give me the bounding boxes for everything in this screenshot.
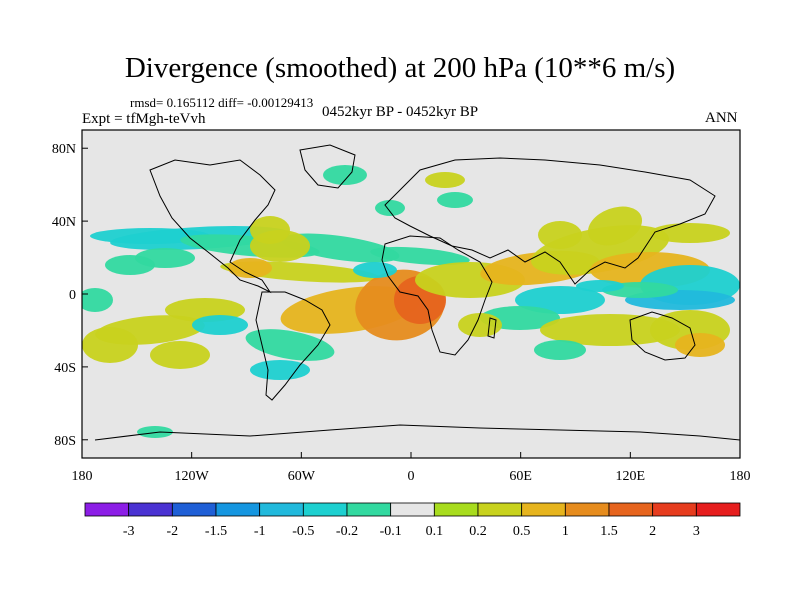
colorbar-swatch [128, 502, 173, 517]
colorbar-swatch [302, 502, 348, 517]
divergence-field [82, 165, 740, 438]
colorbar-swatch [84, 502, 130, 517]
colorbar-swatch [695, 502, 741, 517]
colorbar-label: -0.2 [336, 524, 358, 539]
experiment-label: Expt = tfMgh-teVvh [82, 111, 206, 127]
field-patch [137, 426, 173, 438]
field-patch [250, 216, 290, 244]
colorbar-swatch [521, 502, 566, 517]
colorbar-swatch [259, 502, 304, 517]
stats-text: rmsd= 0.165112 diff= -0.00129413 [130, 95, 314, 110]
colorbar-label: 2 [649, 524, 656, 539]
period-label: 0452kyr BP - 0452kyr BP [322, 104, 479, 120]
colorbar-label: 1.5 [600, 524, 618, 539]
field-patch [150, 341, 210, 369]
field-patch [370, 246, 470, 266]
x-tick-label: 60E [509, 469, 532, 484]
coastline [299, 144, 356, 189]
field-patch [353, 262, 397, 278]
colorbar-swatch [390, 502, 435, 517]
field-patch [323, 165, 367, 185]
coastline [255, 291, 331, 401]
field-patch [675, 333, 725, 357]
colorbar-label: 3 [693, 524, 700, 539]
y-tick-label: 40N [52, 215, 76, 230]
field-patch [250, 360, 310, 380]
colorbar-label: -0.5 [292, 524, 314, 539]
field-patch [650, 223, 730, 243]
coastline [487, 317, 497, 339]
field-patch [228, 258, 272, 278]
colorbar-label: -1 [254, 524, 266, 539]
colorbar-swatch [215, 502, 261, 517]
colorbar-swatch [652, 502, 697, 517]
x-tick-label: 0 [408, 469, 415, 484]
colorbar-label: -0.1 [380, 524, 402, 539]
chart-title: Divergence (smoothed) at 200 hPa (10**6 … [124, 52, 676, 84]
coastline [629, 311, 696, 361]
field-patch [534, 340, 586, 360]
colorbar-swatch [433, 502, 479, 517]
x-tick-label: 180 [730, 469, 751, 484]
y-tick-label: 80S [54, 434, 76, 449]
colorbar-swatch [171, 502, 217, 517]
field-patch [437, 192, 473, 208]
colorbar-swatch [608, 502, 654, 517]
colorbar-label: 0.5 [513, 524, 531, 539]
field-patch [90, 228, 210, 244]
field-patch [425, 172, 465, 188]
field-patch [135, 248, 195, 268]
colorbar-swatch [346, 502, 392, 517]
field-patch [587, 206, 643, 246]
field-patch [82, 327, 138, 363]
coastline [381, 235, 493, 356]
colorbar-label: -2 [166, 524, 178, 539]
x-tick-label: 120E [616, 469, 646, 484]
field-patch [192, 315, 248, 335]
colorbar-label: 0.1 [426, 524, 444, 539]
field-patch [515, 286, 605, 314]
field-patch [458, 313, 502, 337]
field-patch [538, 221, 582, 249]
coastline [94, 424, 740, 441]
x-tick-label: 120W [175, 469, 210, 484]
colorbar-label: 0.2 [469, 524, 487, 539]
field-patch [280, 233, 400, 263]
colorbar-label: -1.5 [205, 524, 227, 539]
coastlines [94, 144, 740, 441]
y-tick-label: 40S [54, 361, 76, 376]
colorbar-swatch [477, 502, 523, 517]
field-patch [245, 329, 335, 361]
y-tick-label: 0 [69, 288, 76, 303]
field-patch [540, 314, 680, 346]
colorbar-label: 1 [562, 524, 569, 539]
coastline [149, 159, 276, 294]
field-patch [375, 200, 405, 216]
x-tick-label: 180 [72, 469, 93, 484]
colorbar: -3 -2 -1.5 -1 -0.5 -0.2 -0.1 0.1 0.2 0.5 1 1.5 2 3 [84, 502, 741, 539]
colorbar-label: -3 [123, 524, 135, 539]
season-label: ANN [705, 110, 738, 126]
x-tick-label: 60W [288, 469, 316, 484]
field-patch [576, 280, 624, 292]
axis-ticks: 180 120W 60W 0 60E 120E 180 80N 40N 0 40S 80S [52, 142, 751, 484]
colorbar-swatch [564, 502, 610, 517]
y-tick-label: 80N [52, 142, 76, 157]
coastline [384, 157, 716, 285]
field-patch [82, 288, 113, 312]
